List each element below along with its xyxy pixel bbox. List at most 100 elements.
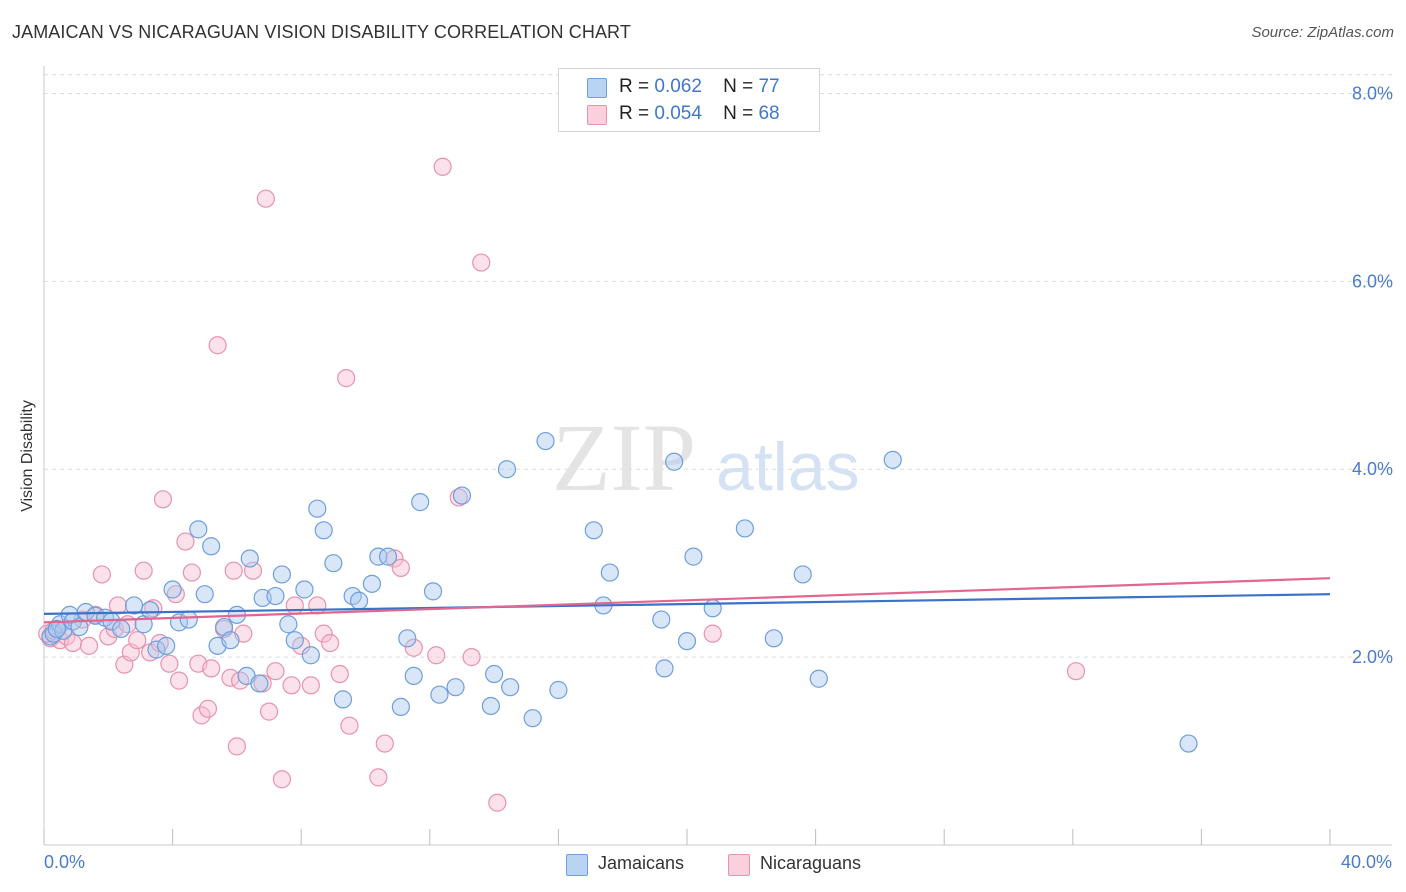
nicaraguan-point	[433, 157, 452, 176]
nicaraguan-point	[308, 596, 327, 615]
nicaraguan-point	[198, 699, 218, 718]
jamaican-point	[279, 615, 298, 634]
nicaraguan-point	[488, 793, 507, 812]
nicaraguan-point	[427, 646, 446, 665]
jamaican-point	[600, 563, 619, 582]
jamaican-point	[684, 547, 703, 566]
jamaican-trend-line	[43, 593, 1331, 616]
x-tick-min: 0.0%	[44, 852, 86, 872]
jamaican-point	[221, 631, 240, 650]
nicaraguan-point	[192, 706, 211, 725]
jamaican-point	[157, 636, 176, 655]
legend-nicaraguans-label: Nicaraguans	[760, 853, 862, 873]
jamaican-point	[349, 591, 369, 610]
watermark-atlas: atlas	[716, 429, 860, 505]
nicaraguan-trend-line	[43, 577, 1331, 624]
nicaraguan-point	[128, 631, 147, 650]
jamaican-point	[140, 601, 160, 620]
jamaican-point	[735, 519, 754, 538]
nicaraguan-point	[462, 648, 481, 667]
jamaican-point	[523, 709, 542, 728]
nicaraguan-point	[266, 662, 285, 681]
jamaican-point	[764, 629, 783, 648]
jamaican-point	[47, 619, 66, 639]
nicaraguan-point	[182, 563, 201, 582]
jamaican-point	[497, 460, 517, 479]
nicaraguan-point	[224, 561, 243, 580]
nicaraguan-point	[92, 565, 111, 584]
axes	[43, 66, 1392, 846]
n-value-jamaicans: 77	[758, 76, 780, 97]
jamaican-point	[266, 586, 285, 606]
nicaraguan-point	[259, 702, 279, 721]
source-credit: Source: ZipAtlas.com	[1251, 24, 1394, 41]
jamaican-point	[324, 554, 343, 573]
nicaraguan-point	[256, 189, 275, 208]
jamaican-point	[536, 431, 555, 451]
nicaraguan-swatch	[587, 105, 607, 125]
jamaican-point	[301, 646, 320, 665]
y-tick-labels: 2.0% 4.0% 6.0% 8.0%	[1352, 83, 1393, 667]
jamaican-point	[549, 680, 568, 700]
jamaican-point	[240, 549, 259, 568]
jamaican-point	[285, 631, 304, 650]
nicaraguan-point	[202, 659, 221, 678]
jamaican-point	[665, 452, 684, 471]
jamaican-point	[584, 521, 603, 540]
jamaican-point	[703, 599, 722, 618]
nicaraguan-point	[153, 490, 173, 509]
jamaican-point	[411, 493, 430, 512]
r-value-jamaicans: 0.062	[654, 76, 702, 97]
nicaraguan-point	[449, 488, 468, 507]
jamaican-point	[398, 629, 417, 648]
jamaican-point	[195, 585, 214, 604]
jamaican-point	[179, 610, 198, 629]
jamaican-point	[163, 580, 182, 599]
nicaraguan-point	[340, 716, 359, 735]
nicaraguan-point	[108, 596, 128, 615]
correlation-legend: R = 0.062 N = 77 R = 0.054 N = 68	[558, 68, 820, 132]
y-tick-label: 8.0%	[1352, 83, 1393, 103]
jamaican-point	[423, 582, 443, 601]
jamaican-point	[446, 678, 465, 697]
jamaican-point	[189, 520, 208, 539]
nicaraguan-point	[282, 676, 301, 695]
jamaican-point	[485, 664, 504, 684]
nicaraguan-point	[160, 654, 179, 673]
jamaican-point	[112, 619, 131, 639]
nicaraguan-point	[285, 596, 304, 615]
y-tick-label: 6.0%	[1352, 271, 1393, 291]
jamaican-point	[652, 610, 671, 629]
jamaican-legend-swatch	[566, 854, 588, 876]
jamaican-point	[308, 499, 327, 518]
watermark: ZIP atlas	[552, 404, 860, 511]
nicaraguan-point	[337, 369, 356, 388]
jamaican-point	[378, 547, 398, 566]
jamaican-point	[333, 690, 353, 709]
nicaraguan-point	[1066, 662, 1086, 681]
n-value-nicaraguans: 68	[758, 103, 780, 124]
jamaican-point	[295, 580, 314, 599]
nicaraguan-point	[301, 676, 320, 695]
nicaraguan-points	[38, 157, 1086, 812]
jamaican-point	[655, 659, 674, 678]
jamaican-point	[369, 547, 388, 566]
jamaican-point	[147, 640, 166, 659]
jamaican-point	[1179, 734, 1198, 753]
r-label: R =	[619, 76, 650, 97]
nicaraguan-point	[79, 636, 99, 655]
jamaican-point	[809, 669, 828, 688]
nicaraguan-point	[703, 624, 722, 643]
jamaican-point	[793, 565, 812, 584]
jamaican-point	[202, 537, 221, 556]
jamaican-point	[314, 521, 333, 540]
jamaican-point	[481, 696, 500, 716]
jamaican-point	[677, 632, 697, 651]
n-label: N =	[723, 103, 754, 124]
jamaican-point	[404, 666, 423, 686]
jamaican-swatch	[587, 78, 607, 98]
nicaraguan-point	[321, 633, 340, 653]
r-value-nicaraguans: 0.054	[654, 103, 702, 124]
nicaraguan-point	[134, 561, 153, 580]
